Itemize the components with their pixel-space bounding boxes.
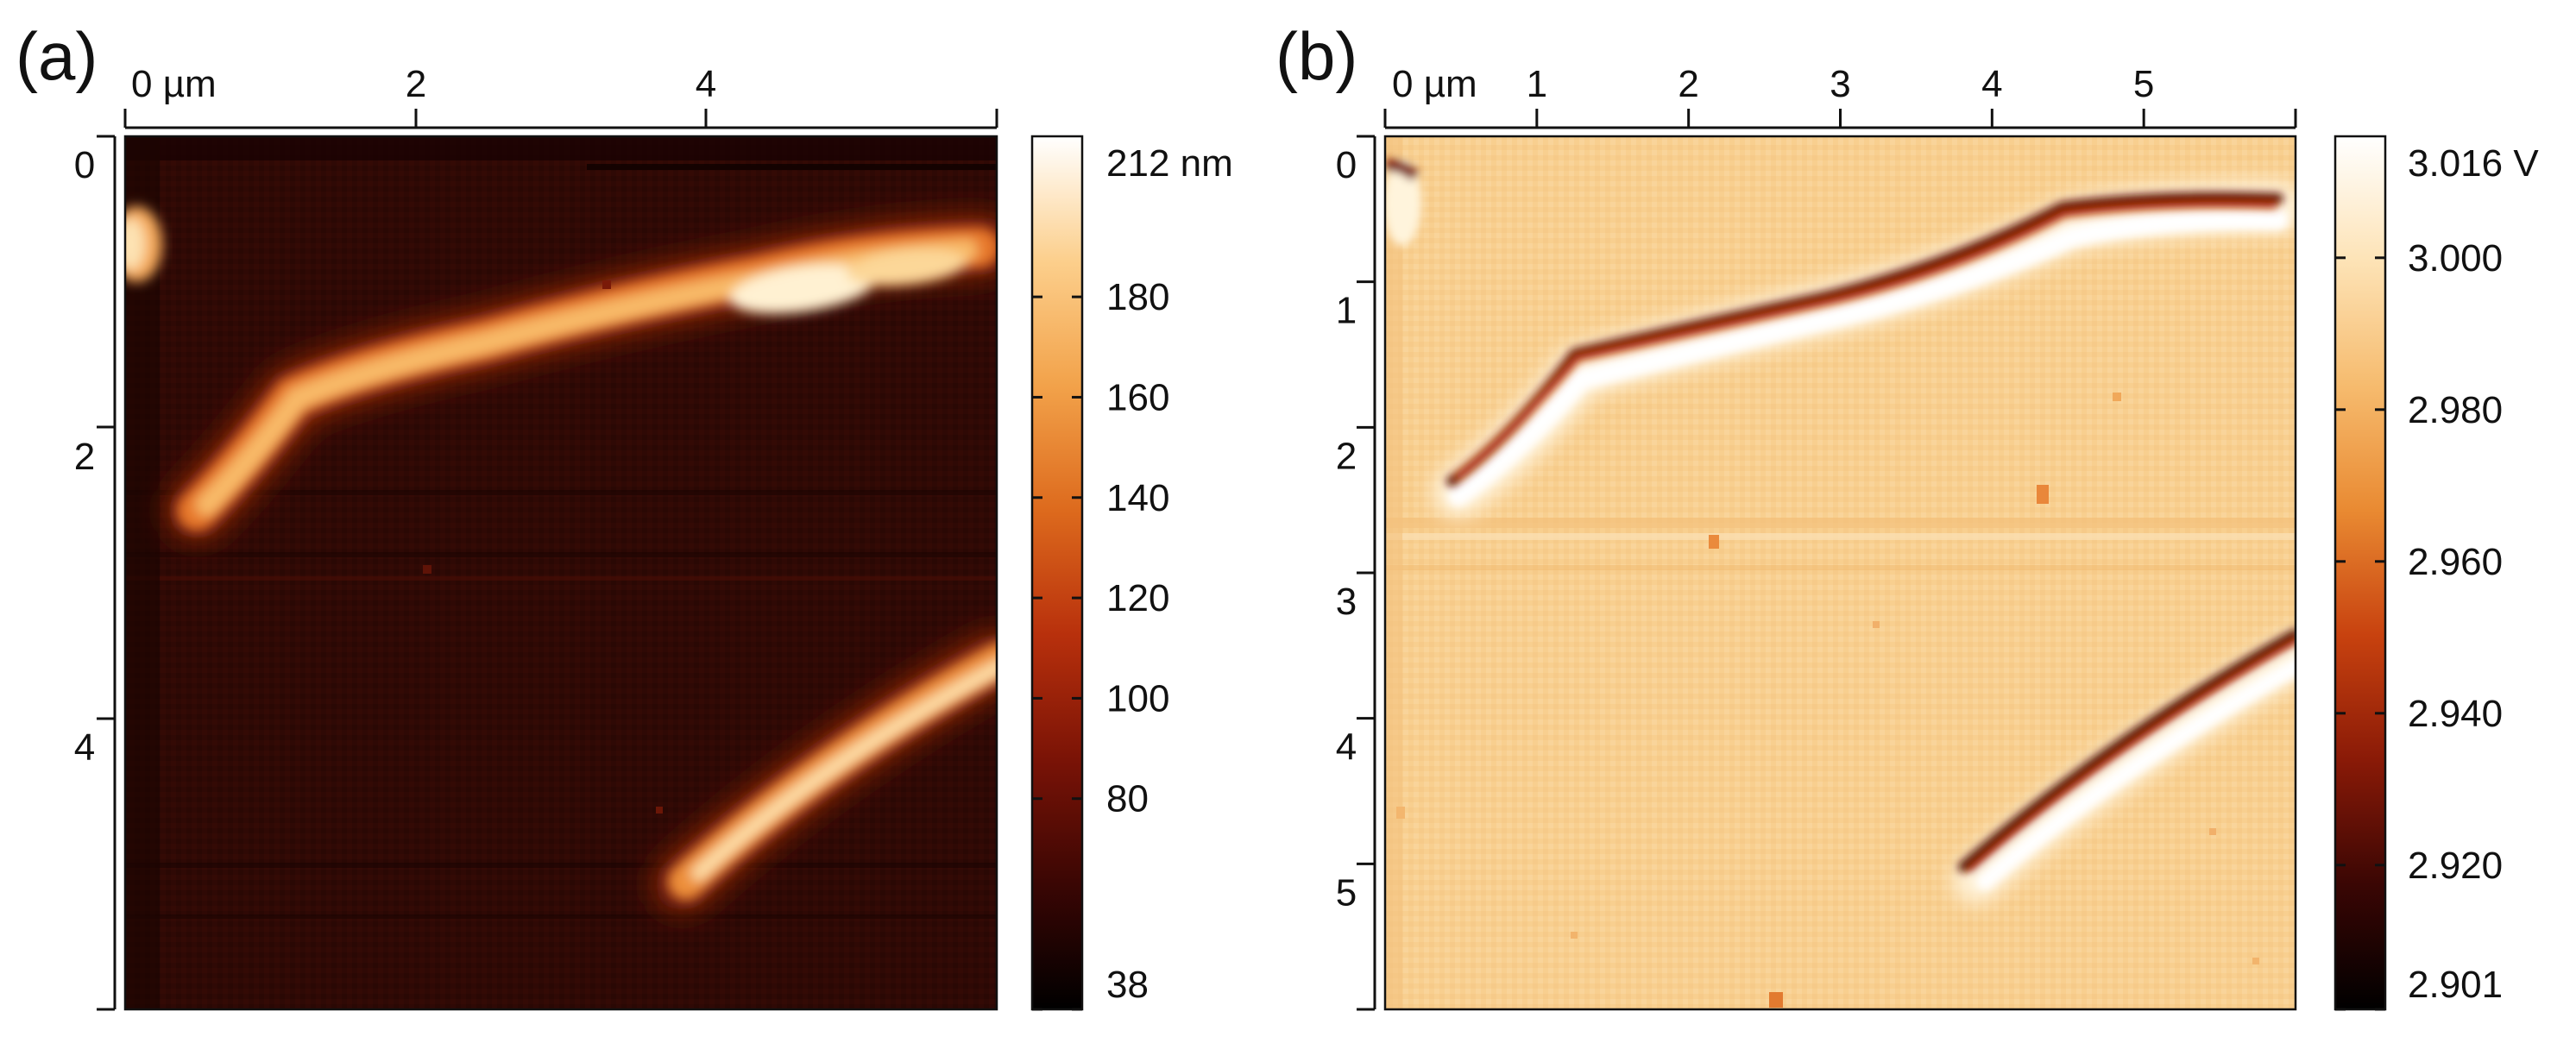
- panel-b-y-tick-5: 5: [1336, 871, 1357, 914]
- panel-a-topography-image: [125, 136, 997, 1009]
- panel-b-y-tick-4: 4: [1336, 726, 1357, 769]
- panel-b-x-tick-3: 3: [1830, 63, 1850, 105]
- panel-a-colorbar-gradient: [1030, 135, 1084, 1011]
- panel-b-colorbar-tick-3: 2.940: [2408, 693, 2503, 735]
- panel-b-x-tick-1: 1: [1527, 63, 1547, 105]
- panel-a-label: (a): [16, 18, 98, 94]
- panel-b-potential-image: [1385, 136, 2296, 1009]
- panel-a-colorbar-tick-2: 140: [1106, 477, 1169, 519]
- panel-b-colorbar-tick-1: 2.980: [2408, 389, 2503, 431]
- panel-a-y-tick-4: 4: [74, 726, 95, 769]
- panel-b-x-tick-2: 2: [1678, 63, 1698, 105]
- panel-b-y-tick-1: 1: [1336, 290, 1357, 332]
- panel-b-y-tick-0: 0: [1336, 144, 1357, 186]
- panel-a-y-tick-2: 2: [74, 436, 95, 478]
- panel-b-colorbar-tick-5: 2.901: [2408, 964, 2503, 1006]
- panel-b: (b) 0 µm 1 2 3 4 5 0 1 2 3 4 5: [1275, 18, 2539, 1011]
- panel-b-y-tick-2: 2: [1336, 435, 1357, 477]
- panel-b-colorbar: 3.000 2.980 2.960 2.940 2.920 2.901 3.016 V: [2334, 135, 2539, 1011]
- panel-b-x-tick-5: 5: [2133, 63, 2154, 105]
- panel-a-colorbar-tick-4: 100: [1106, 677, 1169, 719]
- panel-a-colorbar-tick-5: 80: [1106, 778, 1149, 820]
- panel-a-x-tick-2: 2: [406, 63, 426, 105]
- panel-a-colorbar: 180 160 140 120 100 80 38 212 nm: [1030, 135, 1233, 1011]
- panel-a-colorbar-tick-6: 38: [1106, 964, 1149, 1006]
- panel-a-colorbar-tick-3: 120: [1106, 577, 1169, 619]
- panel-a-x-tick-4: 4: [696, 63, 716, 105]
- panel-b-colorbar-tick-4: 2.920: [2408, 845, 2503, 887]
- panel-a-x-tick-0: 0 µm: [131, 63, 217, 105]
- panel-a: (a) 0 µm 2 4 0 2 4: [16, 18, 1233, 1011]
- panel-b-colorbar-max-label: 3.016 V: [2408, 142, 2539, 185]
- panel-b-colorbar-tick-0: 3.000: [2408, 237, 2503, 280]
- panel-a-colorbar-max-label: 212 nm: [1106, 142, 1233, 185]
- panel-b-colorbar-tick-2: 2.960: [2408, 541, 2503, 583]
- panel-b-colorbar-gradient: [2334, 135, 2387, 1011]
- panel-b-y-tick-3: 3: [1336, 581, 1357, 623]
- panel-b-x-tick-0: 0 µm: [1392, 63, 1477, 105]
- panel-a-colorbar-tick-0: 180: [1106, 276, 1169, 318]
- panel-b-label: (b): [1275, 18, 1357, 94]
- panel-a-y-tick-0: 0: [74, 144, 95, 186]
- panel-a-colorbar-tick-1: 160: [1106, 376, 1169, 418]
- panel-b-x-tick-4: 4: [1981, 63, 2002, 105]
